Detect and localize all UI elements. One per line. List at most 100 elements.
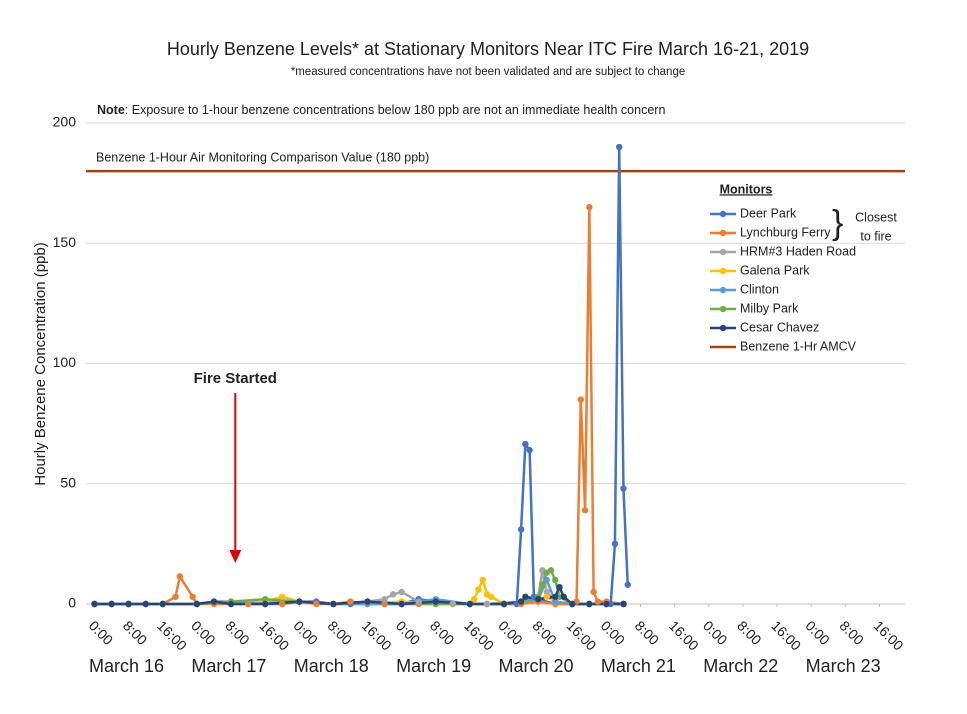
data-point xyxy=(176,573,184,580)
legend-label: Deer Park xyxy=(740,206,797,220)
legend-note: to fire xyxy=(860,229,891,243)
data-point xyxy=(432,598,439,605)
data-point xyxy=(483,600,491,608)
x-tick-label: 16:00 xyxy=(461,617,497,653)
data-point xyxy=(586,600,593,608)
legend-label: Clinton xyxy=(740,282,779,296)
legend-label: Cesar Chavez xyxy=(740,320,819,334)
x-tick-label: 8:00 xyxy=(837,617,868,648)
x-tick-label: 16:00 xyxy=(359,617,395,653)
data-point xyxy=(261,600,269,608)
data-point xyxy=(261,595,269,603)
data-point xyxy=(552,598,559,605)
data-point xyxy=(244,600,252,608)
day-label: March 22 xyxy=(703,656,778,676)
data-point xyxy=(624,581,631,588)
x-tick-label: 8:00 xyxy=(325,617,356,648)
x-tick-label: 0:00 xyxy=(86,617,117,648)
x-tick-label: 16:00 xyxy=(564,617,600,653)
data-point xyxy=(398,588,405,596)
data-point xyxy=(210,598,218,605)
data-point xyxy=(381,595,388,603)
data-point xyxy=(590,588,597,596)
note: Note: Exposure to 1-hour benzene concent… xyxy=(97,103,665,117)
data-point xyxy=(522,440,529,448)
data-point xyxy=(517,598,525,605)
x-tick-label: 8:00 xyxy=(734,617,765,648)
x-tick-label: 8:00 xyxy=(632,617,663,648)
data-point xyxy=(364,598,371,605)
legend-label: Milby Park xyxy=(740,301,799,315)
data-point xyxy=(470,595,478,603)
legend-bracket: } xyxy=(832,204,843,242)
data-point xyxy=(108,600,115,608)
day-label: March 17 xyxy=(191,656,266,676)
data-point xyxy=(227,600,235,608)
note-label: Note xyxy=(97,103,125,117)
x-tick-label: 8:00 xyxy=(427,617,458,648)
series-line xyxy=(94,145,629,606)
x-tick-label: 16:00 xyxy=(154,617,190,653)
legend-note: Closest xyxy=(855,210,897,224)
data-point xyxy=(449,600,457,608)
y-tick-label: 50 xyxy=(60,474,76,490)
series-line xyxy=(94,205,624,606)
data-point xyxy=(581,507,589,514)
x-tick-label: 16:00 xyxy=(871,617,907,653)
legend-swatch-dot xyxy=(719,229,727,237)
data-point xyxy=(398,600,405,608)
data-point xyxy=(620,485,627,492)
x-tick-label: 8:00 xyxy=(222,617,253,648)
x-tick-label: 16:00 xyxy=(666,617,702,653)
data-point xyxy=(142,600,149,608)
y-axis-label: Hourly Benzene Concentration (ppb) xyxy=(32,242,49,485)
data-point xyxy=(172,593,179,600)
x-tick-label: 0:00 xyxy=(802,617,833,648)
data-point xyxy=(279,593,286,600)
annotation-arrowhead xyxy=(229,550,242,563)
x-tick-label: 0:00 xyxy=(598,617,629,648)
legend-swatch-dot xyxy=(719,248,727,256)
x-tick-label: 0:00 xyxy=(393,617,424,648)
data-point xyxy=(620,600,627,608)
data-point xyxy=(552,593,559,600)
day-label: March 19 xyxy=(396,656,471,676)
legend-label: HRM#3 Haden Road xyxy=(740,244,856,258)
data-point xyxy=(296,598,303,605)
data-point xyxy=(543,576,550,584)
note-text: : Exposure to 1-hour benzene concentrati… xyxy=(125,103,666,117)
data-point xyxy=(389,591,397,598)
data-point xyxy=(488,593,495,600)
data-point xyxy=(500,600,508,608)
x-tick-label: 16:00 xyxy=(768,617,804,653)
day-label: March 16 xyxy=(89,656,164,676)
legend-title: Monitors xyxy=(720,182,773,196)
y-tick-label: 0 xyxy=(68,595,76,611)
day-label: March 18 xyxy=(294,656,369,676)
data-point xyxy=(475,586,482,593)
x-tick-label: 0:00 xyxy=(188,617,219,648)
data-point xyxy=(466,600,474,608)
data-point xyxy=(330,600,337,608)
data-point xyxy=(381,600,388,608)
data-point xyxy=(603,600,610,608)
data-point xyxy=(569,600,576,608)
x-tick-label: 16:00 xyxy=(256,617,292,653)
legend-label: Galena Park xyxy=(740,263,810,277)
y-tick-label: 200 xyxy=(53,114,77,130)
data-point xyxy=(347,598,354,605)
chart-title: Hourly Benzene Levels* at Stationary Mon… xyxy=(167,39,809,59)
data-point xyxy=(193,600,201,608)
legend-swatch-dot xyxy=(719,305,727,313)
legend-label: Benzene 1-Hr AMCV xyxy=(740,339,857,353)
data-point xyxy=(522,593,529,600)
data-point xyxy=(552,576,559,584)
chart-subtitle: *measured concentrations have not been v… xyxy=(291,66,685,78)
x-tick-label: 0:00 xyxy=(700,617,731,648)
data-point xyxy=(543,593,550,600)
legend-swatch-dot xyxy=(719,210,727,218)
data-point xyxy=(189,593,196,600)
legend-label: Lynchburg Ferry xyxy=(740,225,831,239)
day-label: March 23 xyxy=(806,656,881,676)
